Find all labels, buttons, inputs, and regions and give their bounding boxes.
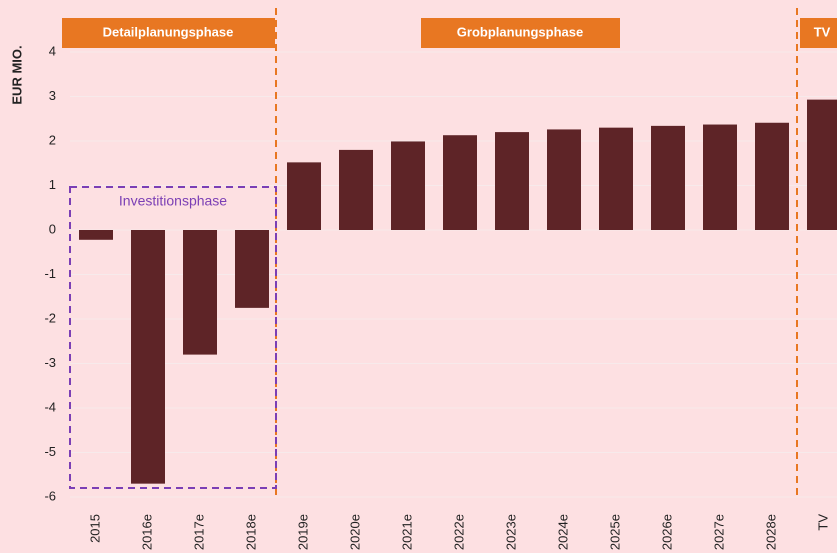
bar [443,135,477,230]
x-tick-label: 2023e [503,514,518,550]
phase-label: TV [814,24,831,39]
x-tick-label: 2017e [191,514,206,550]
y-tick-label: 0 [49,221,56,236]
x-tick-label: 2018e [243,514,258,550]
phase-label: Grobplanungsphase [457,24,583,39]
bar [183,230,217,355]
x-tick-label: 2025e [607,514,622,550]
x-tick-label: 2020e [347,514,362,550]
bar [807,99,837,231]
investment-box [69,186,277,489]
y-tick-label: 4 [49,43,56,58]
x-tick-label: 2026e [659,514,674,550]
bar [79,230,113,240]
x-tick-label: 2024e [555,514,570,550]
x-tick-label: 2027e [711,514,726,550]
bars [79,99,837,484]
bar [599,127,633,230]
y-tick-label: 2 [49,132,56,147]
phase-box [800,18,837,48]
bar [235,230,269,308]
y-tick-label: -5 [44,444,56,459]
phase-label: Detailplanungsphase [103,24,234,39]
y-tick-label: -4 [44,399,56,414]
y-tick-label: 3 [49,88,56,103]
y-tick-label: -1 [44,266,56,281]
y-tick-label: -2 [44,310,56,325]
bar [339,149,373,230]
x-tick-label: 2019e [295,514,310,550]
y-tick-label: -6 [44,488,56,503]
y-tick-label: -3 [44,355,56,370]
y-tick-label: 1 [49,177,56,192]
x-tick-label: 2028e [763,514,778,550]
y-axis-label: EUR MIO. [9,45,24,104]
x-tick-label: 2015 [87,514,102,543]
investment-label: Investitionsphase [119,193,227,209]
phase-box [421,18,620,48]
bar [547,129,581,230]
x-tick-label: TV [815,514,830,531]
bar [287,162,321,230]
bar [495,132,529,230]
bar [651,125,685,230]
bar [755,122,789,230]
bar [131,230,165,484]
x-tick-label: 2016e [139,514,154,550]
x-tick-label: 2021e [399,514,414,550]
bar [391,141,425,230]
bar [703,124,737,230]
phase-box [62,18,275,48]
x-tick-label: 2022e [451,514,466,550]
